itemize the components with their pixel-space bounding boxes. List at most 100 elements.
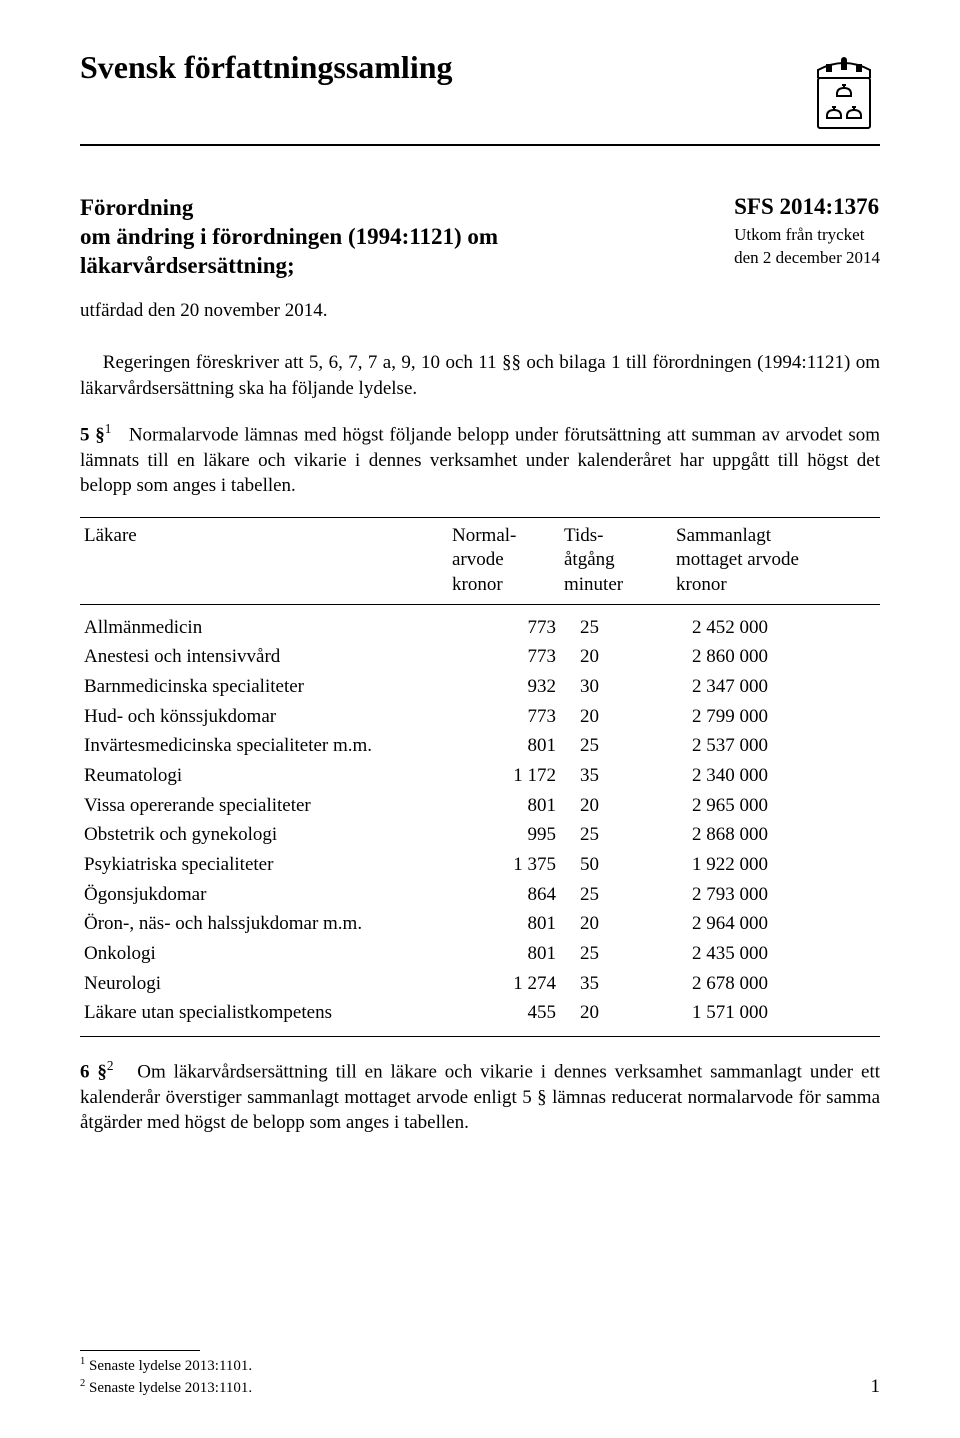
footnote-2: 2 Senaste lydelse 2013:1101. — [80, 1377, 880, 1399]
section-5-label: 5 § — [80, 424, 105, 445]
coat-of-arms-icon — [808, 50, 880, 136]
cell-arvode: 932 — [448, 672, 560, 702]
regulation-line2: om ändring i förordningen (1994:1121) om — [80, 224, 498, 249]
cell-arvode: 773 — [448, 702, 560, 732]
cell-tid: 20 — [560, 791, 672, 821]
utkom-line1: Utkom från trycket — [734, 225, 864, 244]
cell-name: Invärtesmedicinska specialiteter m.m. — [80, 731, 448, 761]
cell-tid: 20 — [560, 642, 672, 672]
header-row: Svensk författningssamling — [80, 50, 880, 146]
cell-name: Allmänmedicin — [80, 604, 448, 642]
cell-arvode: 1 172 — [448, 761, 560, 791]
cell-name: Öron-, näs- och halssjukdomar m.m. — [80, 909, 448, 939]
table-row: Neurologi1 274352 678 000 — [80, 969, 880, 999]
cell-tid: 30 — [560, 672, 672, 702]
cell-arvode: 995 — [448, 820, 560, 850]
cell-name: Obstetrik och gynekologi — [80, 820, 448, 850]
cell-arvode: 773 — [448, 642, 560, 672]
section-6-text: Om läkarvårdsersättning till en läkare o… — [80, 1061, 880, 1133]
cell-name: Reumatologi — [80, 761, 448, 791]
cell-sammanlagt: 2 537 000 — [672, 731, 880, 761]
cell-sammanlagt: 2 860 000 — [672, 642, 880, 672]
table-row: Obstetrik och gynekologi995252 868 000 — [80, 820, 880, 850]
utkom-text: Utkom från trycket den 2 december 2014 — [734, 224, 880, 270]
table-row: Läkare utan specialistkompetens455201 57… — [80, 998, 880, 1036]
cell-name: Onkologi — [80, 939, 448, 969]
sfs-number: SFS 2014:1376 — [734, 194, 880, 220]
cell-arvode: 801 — [448, 939, 560, 969]
section-5-text: Normalarvode lämnas med högst följande b… — [80, 424, 880, 496]
issued-date: utfärdad den 20 november 2014. — [80, 300, 880, 322]
cell-sammanlagt: 2 868 000 — [672, 820, 880, 850]
cell-arvode: 455 — [448, 998, 560, 1036]
cell-name: Ögonsjukdomar — [80, 880, 448, 910]
cell-arvode: 801 — [448, 791, 560, 821]
table-row: Onkologi801252 435 000 — [80, 939, 880, 969]
cell-sammanlagt: 2 799 000 — [672, 702, 880, 732]
cell-tid: 25 — [560, 939, 672, 969]
cell-tid: 35 — [560, 969, 672, 999]
section-6-paragraph: 6 §2 Om läkarvårdsersättning till en läk… — [80, 1057, 880, 1136]
cell-tid: 20 — [560, 702, 672, 732]
collection-title: Svensk författningssamling — [80, 50, 453, 85]
cell-name: Läkare utan specialistkompetens — [80, 998, 448, 1036]
utkom-line2: den 2 december 2014 — [734, 248, 880, 267]
cell-tid: 20 — [560, 998, 672, 1036]
cell-name: Vissa opererande specialiteter — [80, 791, 448, 821]
cell-sammanlagt: 2 340 000 — [672, 761, 880, 791]
cell-tid: 20 — [560, 909, 672, 939]
cell-name: Barnmedicinska specialiteter — [80, 672, 448, 702]
footnote-ref-1: 1 — [105, 421, 112, 436]
cell-sammanlagt: 2 964 000 — [672, 909, 880, 939]
cell-tid: 25 — [560, 604, 672, 642]
cell-tid: 35 — [560, 761, 672, 791]
cell-tid: 25 — [560, 880, 672, 910]
cell-tid: 25 — [560, 731, 672, 761]
tariff-table: Läkare Normal- arvode kronor Tids- åtgån… — [80, 517, 880, 1037]
col-lakare: Läkare — [80, 517, 448, 604]
footnote-ref-2: 2 — [107, 1058, 114, 1073]
cell-name: Hud- och könssjukdomar — [80, 702, 448, 732]
cell-arvode: 864 — [448, 880, 560, 910]
table-row: Psykiatriska specialiteter1 375501 922 0… — [80, 850, 880, 880]
cell-sammanlagt: 2 435 000 — [672, 939, 880, 969]
footnotes-block: 1 Senaste lydelse 2013:1101. 2 Senaste l… — [80, 1350, 880, 1398]
table-row: Ögonsjukdomar864252 793 000 — [80, 880, 880, 910]
col-normalarvode: Normal- arvode kronor — [448, 517, 560, 604]
table-row: Hud- och könssjukdomar773202 799 000 — [80, 702, 880, 732]
col-tidsatgang: Tids- åtgång minuter — [560, 517, 672, 604]
footnote-1: 1 Senaste lydelse 2013:1101. — [80, 1355, 880, 1377]
section-6-label: 6 § — [80, 1061, 107, 1082]
table-row: Allmänmedicin773252 452 000 — [80, 604, 880, 642]
section-5-paragraph: 5 §1 Normalarvode lämnas med högst följa… — [80, 420, 880, 499]
regulation-word: Förordning — [80, 195, 193, 220]
footnote-separator — [80, 1350, 200, 1351]
cell-name: Anestesi och intensivvård — [80, 642, 448, 672]
cell-name: Neurologi — [80, 969, 448, 999]
page: Svensk författningssamling — [0, 0, 960, 1438]
table-header-row: Läkare Normal- arvode kronor Tids- åtgån… — [80, 517, 880, 604]
col-sammanlagt: Sammanlagt mottaget arvode kronor — [672, 517, 880, 604]
subheader-row: Förordning om ändring i förordningen (19… — [80, 194, 880, 282]
gov-prescribes-paragraph: Regeringen föreskriver att 5, 6, 7, 7 a,… — [80, 350, 880, 401]
page-number: 1 — [871, 1376, 881, 1398]
regulation-title-block: Förordning om ändring i förordningen (19… — [80, 194, 498, 282]
regulation-line3: läkarvårdsersättning; — [80, 253, 295, 278]
cell-sammanlagt: 1 571 000 — [672, 998, 880, 1036]
table-row: Vissa opererande specialiteter801202 965… — [80, 791, 880, 821]
cell-arvode: 801 — [448, 731, 560, 761]
table-row: Öron-, näs- och halssjukdomar m.m.801202… — [80, 909, 880, 939]
cell-name: Psykiatriska specialiteter — [80, 850, 448, 880]
cell-tid: 50 — [560, 850, 672, 880]
table-row: Barnmedicinska specialiteter932302 347 0… — [80, 672, 880, 702]
cell-arvode: 773 — [448, 604, 560, 642]
table-row: Anestesi och intensivvård773202 860 000 — [80, 642, 880, 672]
cell-arvode: 801 — [448, 909, 560, 939]
regulation-heading: Förordning om ändring i förordningen (19… — [80, 194, 498, 280]
cell-arvode: 1 274 — [448, 969, 560, 999]
sfs-info-block: SFS 2014:1376 Utkom från trycket den 2 d… — [734, 194, 880, 270]
cell-sammanlagt: 2 452 000 — [672, 604, 880, 642]
cell-arvode: 1 375 — [448, 850, 560, 880]
table-row: Invärtesmedicinska specialiteter m.m.801… — [80, 731, 880, 761]
cell-sammanlagt: 2 793 000 — [672, 880, 880, 910]
